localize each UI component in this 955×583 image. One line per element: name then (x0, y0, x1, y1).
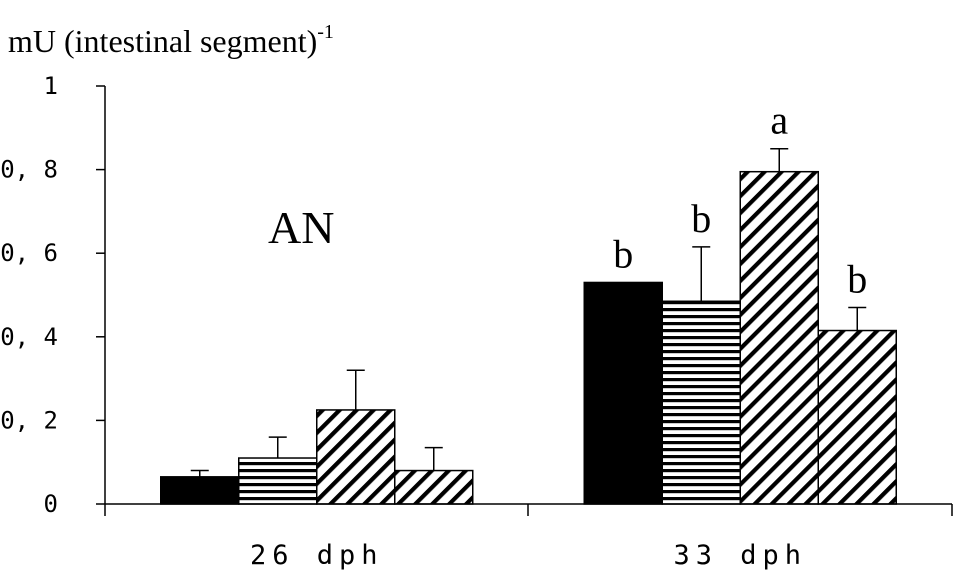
bar (394, 469, 474, 505)
bar (583, 281, 663, 505)
y-tick-label: 0, 6 (0, 239, 58, 267)
significance-letter: b (613, 231, 633, 276)
bar (316, 409, 396, 505)
x-category-label: 26 dph (250, 540, 384, 571)
bar (661, 300, 741, 505)
significance-letter: b (691, 196, 711, 241)
bar (238, 457, 318, 505)
y-tick-label: 0, 8 (0, 156, 58, 184)
significance-letter: b (847, 257, 867, 302)
x-category-label: 33 dph (673, 540, 807, 571)
y-axis-label: mU (intestinal segment)-1 (8, 21, 334, 59)
bar (739, 170, 819, 505)
panel-label: AN (268, 202, 334, 253)
y-axis-label-superscript: -1 (317, 21, 334, 43)
y-tick-label: 1 (44, 72, 58, 100)
significance-letter: a (770, 98, 788, 143)
bar (160, 476, 240, 505)
y-tick-label: 0, 4 (0, 323, 58, 351)
bar (817, 329, 897, 505)
y-tick-label: 0 (44, 490, 58, 518)
y-tick-label: 0, 2 (0, 406, 58, 434)
